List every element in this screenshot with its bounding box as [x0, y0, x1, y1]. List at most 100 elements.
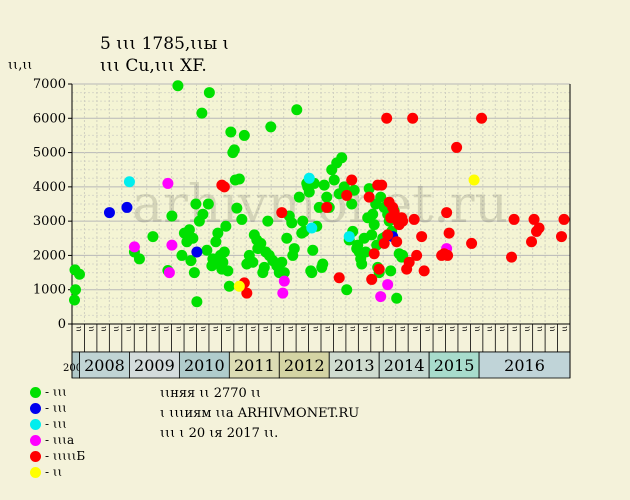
month-label: ꙇꙇ [373, 326, 382, 332]
month-label: ꙇꙇ [286, 326, 295, 332]
data-point-series-0 [363, 183, 375, 195]
data-point-series-0 [225, 126, 237, 138]
legend-item: - ꙇꙇꙇ [30, 400, 85, 416]
month-label: ꙇꙇ [535, 326, 544, 332]
data-point-series-0 [222, 265, 234, 277]
data-point-series-0 [306, 267, 318, 279]
year-band [328, 351, 380, 379]
data-point-series-0 [258, 261, 270, 273]
month-label: ꙇꙇ [460, 326, 469, 332]
data-point-series-0 [183, 224, 195, 236]
data-point-series-0 [293, 191, 305, 203]
data-point-series-4 [533, 222, 545, 234]
data-point-series-0 [321, 191, 333, 203]
chart-title-line2: ꙇꙇꙇ Cu,ꙇꙇꙇ XF. [100, 56, 207, 76]
year-label: 2010 [184, 356, 225, 375]
data-point-series-0 [201, 244, 213, 256]
data-point-series-4 [506, 251, 518, 263]
y-tick-label: 3000 [33, 214, 66, 229]
month-label: ꙇꙇ [174, 326, 183, 332]
data-point-series-0 [247, 256, 259, 268]
legend-marker [30, 386, 41, 398]
data-point-series-0 [366, 229, 378, 241]
month-label: ꙇꙇ [161, 326, 170, 332]
month-label: ꙇꙇ [448, 326, 457, 332]
y-tick-label: 2000 [33, 248, 66, 263]
data-point-series-0 [176, 249, 188, 261]
month-label: ꙇꙇ [473, 326, 482, 332]
data-point-series-4 [378, 237, 390, 249]
data-point-series-4 [407, 112, 419, 124]
year-label: 2007 [63, 363, 88, 374]
legend-label: - ꙇꙇꙇа [45, 433, 75, 447]
data-point-series-3 [375, 291, 387, 303]
data-point-series-2 [303, 172, 315, 184]
data-point-series-1 [103, 207, 115, 219]
y-tick-label: 7000 [33, 77, 66, 92]
data-point-series-5 [468, 174, 480, 186]
month-label: ꙇꙇ [211, 326, 220, 332]
data-point-series-4 [418, 265, 430, 277]
legend-marker [30, 402, 41, 414]
data-point-series-0 [218, 246, 230, 258]
month-label: ꙇꙇ [522, 326, 531, 332]
data-point-series-0 [265, 121, 277, 133]
data-point-series-0 [303, 186, 315, 198]
legend: - ꙇꙇꙇ - ꙇꙇꙇ - ꙇꙇꙇ - ꙇꙇꙇа - ꙇꙇꙇꙇꙇБ - ꙇꙇ [30, 384, 85, 480]
data-point-series-5 [233, 280, 245, 292]
data-point-series-0 [187, 232, 199, 244]
data-point-series-3 [382, 279, 394, 291]
data-point-series-0 [231, 202, 243, 214]
data-point-series-3 [166, 239, 178, 251]
data-point-series-0 [188, 267, 200, 279]
data-point-series-0 [288, 243, 300, 255]
year-band [378, 351, 430, 379]
data-point-series-4 [408, 213, 420, 225]
month-label: ꙇꙇ [186, 326, 195, 332]
year-band [129, 351, 180, 379]
month-label: ꙇꙇ [99, 326, 108, 332]
legend-marker [30, 418, 41, 430]
data-point-series-0 [318, 179, 330, 191]
legend-item: - ꙇꙇꙇꙇꙇБ [30, 448, 85, 464]
y-tick-label: 5000 [33, 146, 66, 161]
data-point-series-0 [262, 215, 274, 227]
data-point-series-0 [210, 236, 222, 248]
data-point-series-0 [367, 208, 379, 220]
data-point-series-4 [526, 236, 538, 248]
data-point-series-0 [185, 255, 197, 267]
data-point-series-4 [341, 189, 353, 201]
data-point-series-2 [343, 231, 355, 243]
data-point-series-0 [73, 268, 85, 280]
note-source: ꙇ ꙇꙇꙇиям ꙇꙇа ARHIVMONET.RU [160, 406, 360, 421]
data-point-series-4 [416, 231, 428, 243]
data-point-series-0 [69, 284, 81, 296]
data-point-series-0 [202, 198, 214, 210]
year-label: 2014 [384, 356, 425, 375]
data-point-series-2 [123, 176, 135, 188]
data-point-series-4 [382, 229, 394, 241]
data-point-series-0 [217, 256, 229, 268]
data-point-series-0 [220, 220, 232, 232]
data-point-series-0 [238, 129, 250, 141]
data-point-series-4 [391, 236, 403, 248]
legend-item: - ꙇꙇ [30, 464, 85, 480]
data-point-series-4 [466, 237, 478, 249]
data-point-series-4 [441, 207, 453, 219]
data-point-series-4 [451, 141, 463, 153]
data-point-series-0 [196, 107, 208, 119]
month-label: ꙇꙇ [498, 326, 507, 332]
month-label: ꙇꙇ [385, 326, 394, 332]
data-point-series-4 [411, 249, 423, 261]
data-point-series-0 [397, 249, 409, 261]
month-label: ꙇꙇ [236, 326, 245, 332]
month-label: ꙇꙇ [136, 326, 145, 332]
data-point-series-4 [476, 112, 488, 124]
note-avg-price: ꙇꙇняя ꙇꙇ 2770 ꙇꙇ [160, 386, 262, 401]
year-label: 2013 [334, 356, 375, 375]
data-point-series-0 [317, 258, 329, 270]
data-point-series-0 [203, 87, 215, 99]
data-point-series-4 [276, 207, 288, 219]
data-point-series-0 [133, 253, 145, 265]
year-label: 2011 [234, 356, 275, 375]
